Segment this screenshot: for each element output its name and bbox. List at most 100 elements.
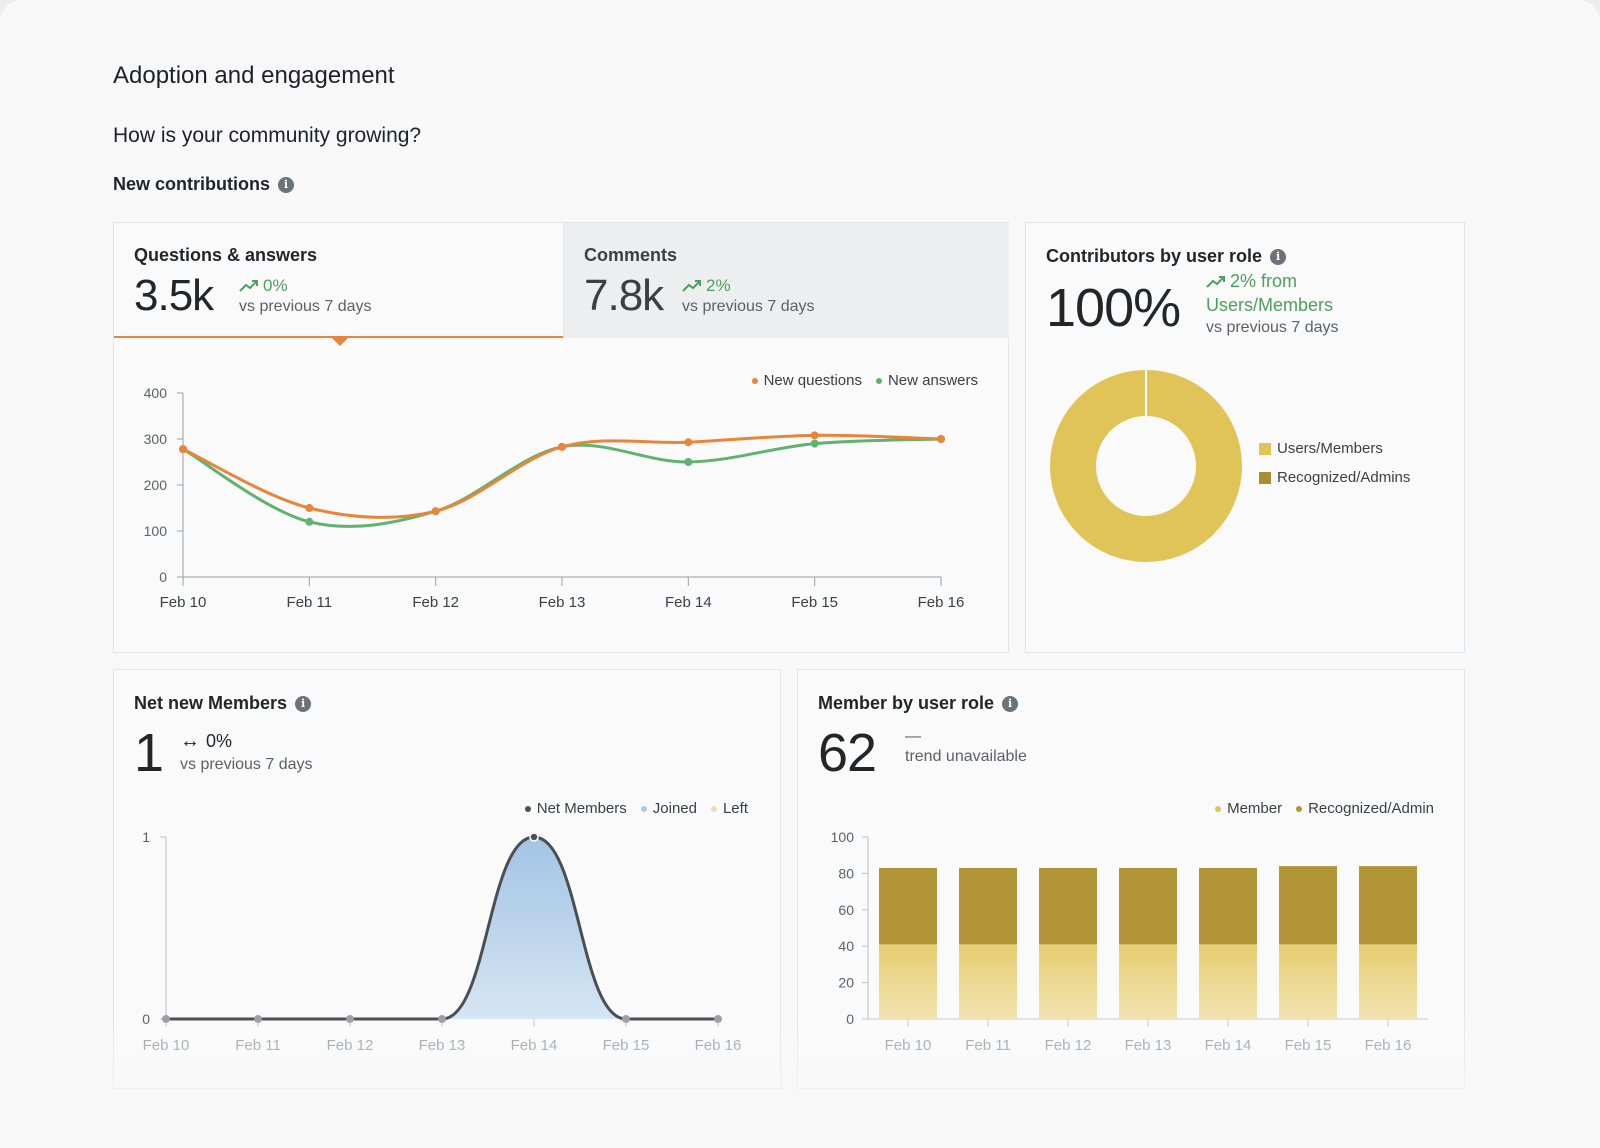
contributions-legend: New questions New answers bbox=[751, 372, 978, 389]
section-question: How is your community growing? bbox=[113, 124, 422, 147]
legend-new-answers[interactable]: New answers bbox=[875, 372, 978, 389]
data-point bbox=[254, 1015, 262, 1023]
comments-count: 7.8k bbox=[584, 271, 664, 320]
legend-label: New answers bbox=[887, 372, 978, 389]
bar-member bbox=[1039, 944, 1097, 1019]
dark-dot-icon bbox=[524, 805, 531, 812]
contributions-line-chart: 0 100 200 300 400 Feb 10 Feb 11 Feb 12 Feb 13 Feb… bbox=[144, 385, 965, 611]
trend-percent: 0% bbox=[206, 731, 233, 751]
comments-trend: 2% vs previous 7 days bbox=[682, 276, 815, 316]
vs-previous: vs previous 7 days bbox=[180, 756, 313, 773]
contributors-role-card: Contributors by user role i 100% 2% from… bbox=[1025, 222, 1465, 653]
info-icon[interactable]: i bbox=[295, 695, 312, 712]
series-line-new-answers bbox=[182, 437, 942, 528]
net-members-card: Net new Members i 1 ↔ 0% vs previous 7 d… bbox=[113, 669, 781, 1089]
gold-dot-icon bbox=[1215, 805, 1222, 812]
bar-member bbox=[1199, 944, 1257, 1019]
member-role-title: Member by user role i bbox=[818, 693, 1019, 714]
data-point bbox=[684, 438, 693, 447]
dark-gold-square-icon bbox=[1259, 471, 1271, 484]
info-icon[interactable]: i bbox=[1270, 248, 1287, 265]
member-role-bar-chart: 0 20 40 60 80 100 Feb 10 Feb 11 Feb 12 Feb 13 Feb … bbox=[831, 829, 1428, 1054]
tab-label: Questions & answers bbox=[134, 245, 318, 265]
y-tick-label: 300 bbox=[144, 431, 168, 447]
data-point bbox=[810, 439, 819, 448]
member-role-card: Member by user role i 62 — trend unavail… bbox=[797, 669, 1465, 1089]
x-tick-label: Feb 14 bbox=[511, 1037, 558, 1054]
trend-neutral: ↔ 0% bbox=[180, 730, 313, 753]
x-tick-label: Feb 13 bbox=[1125, 1037, 1172, 1054]
info-icon[interactable]: i bbox=[278, 176, 294, 193]
x-tick-label: Feb 10 bbox=[885, 1037, 932, 1054]
x-tick-label: Feb 14 bbox=[665, 594, 712, 611]
y-tick-label: 0 bbox=[846, 1011, 854, 1027]
tab-comments[interactable]: Comments 7.8k 2% vs previous 7 days bbox=[563, 223, 1009, 338]
y-tick-label: 40 bbox=[838, 938, 854, 954]
bar-recognized-admin bbox=[879, 867, 937, 945]
legend-new-questions[interactable]: New questions bbox=[751, 372, 862, 389]
bar-recognized-admin bbox=[1119, 867, 1177, 945]
x-tick-label: Feb 12 bbox=[412, 594, 459, 611]
tab-questions-answers[interactable]: Questions & answers 3.5k 0% vs previous … bbox=[114, 223, 563, 346]
beige-dot-icon bbox=[710, 805, 717, 812]
y-tick-label: 0 bbox=[142, 1011, 150, 1027]
trend-up: 2% bbox=[682, 276, 815, 296]
legend-recognized-admin[interactable]: Recognized/Admin bbox=[1296, 800, 1434, 817]
bar-recognized-admin bbox=[1279, 866, 1337, 945]
x-tick-label: Feb 15 bbox=[791, 594, 838, 611]
legend-recognized-admins[interactable]: Recognized/Admins bbox=[1259, 469, 1410, 486]
data-point bbox=[162, 1015, 170, 1023]
card-title-text: Member by user role bbox=[818, 693, 995, 713]
data-point bbox=[558, 442, 566, 451]
y-tick-label: 400 bbox=[144, 385, 168, 401]
x-tick-label: Feb 16 bbox=[1365, 1037, 1412, 1054]
x-tick-label: Feb 13 bbox=[419, 1037, 466, 1054]
new-contributions-label: New contributions bbox=[113, 174, 270, 194]
blue-dot-icon bbox=[640, 805, 647, 812]
x-tick-label: Feb 11 bbox=[965, 1037, 1011, 1054]
trend-up-icon bbox=[239, 280, 258, 292]
new-contributions-heading: New contributions i bbox=[113, 174, 294, 195]
legend-left[interactable]: Left bbox=[710, 800, 748, 817]
net-members-area-chart: 0 1 Feb 10 Feb 11 Feb 12 Feb 13 Feb 14 Feb 15 Fe… bbox=[142, 829, 741, 1054]
trend-unavailable: trend unavailable bbox=[905, 748, 1027, 765]
member-count: 62 bbox=[818, 723, 877, 783]
trend-role: Users/Members bbox=[1206, 295, 1334, 315]
legend-joined[interactable]: Joined bbox=[640, 800, 697, 817]
x-tick-label: Feb 13 bbox=[539, 594, 586, 611]
data-point bbox=[346, 1015, 354, 1023]
x-tick-label: Feb 10 bbox=[143, 1037, 190, 1054]
x-tick-label: Feb 12 bbox=[327, 1037, 374, 1054]
legend-users-members[interactable]: Users/Members bbox=[1259, 440, 1410, 457]
x-tick-label: Feb 15 bbox=[603, 1037, 650, 1054]
legend-label: Left bbox=[722, 800, 748, 817]
y-tick-label: 0 bbox=[159, 569, 167, 585]
data-point bbox=[810, 431, 819, 440]
data-point bbox=[622, 1015, 630, 1023]
info-icon[interactable]: i bbox=[1002, 695, 1019, 712]
bar-member bbox=[1359, 944, 1417, 1019]
section-title: Adoption and engagement bbox=[113, 62, 395, 89]
x-tick-label: Feb 16 bbox=[918, 594, 965, 611]
legend-label: Joined bbox=[652, 800, 697, 817]
data-point bbox=[305, 517, 314, 526]
trend-up: 2% from bbox=[1206, 271, 1339, 292]
data-point bbox=[305, 504, 314, 512]
x-tick-label: Feb 15 bbox=[1285, 1037, 1332, 1054]
trend-up-icon bbox=[1206, 275, 1225, 288]
legend-label: Member bbox=[1227, 800, 1283, 817]
trend-up-icon bbox=[682, 280, 701, 292]
qa-trend: 0% vs previous 7 days bbox=[239, 276, 372, 316]
contributors-percent: 100% bbox=[1046, 278, 1181, 338]
y-tick-label: 20 bbox=[838, 975, 854, 991]
data-point bbox=[714, 1015, 722, 1023]
y-tick-label: 100 bbox=[144, 523, 168, 539]
bar-member bbox=[1279, 944, 1337, 1019]
legend-net-members[interactable]: Net Members bbox=[524, 800, 627, 817]
vs-previous: vs previous 7 days bbox=[1206, 319, 1339, 336]
orange-dot-icon bbox=[751, 377, 758, 384]
bar-recognized-admin bbox=[959, 867, 1017, 945]
trend-percent: 0% bbox=[263, 276, 288, 295]
legend-member[interactable]: Member bbox=[1215, 800, 1282, 817]
